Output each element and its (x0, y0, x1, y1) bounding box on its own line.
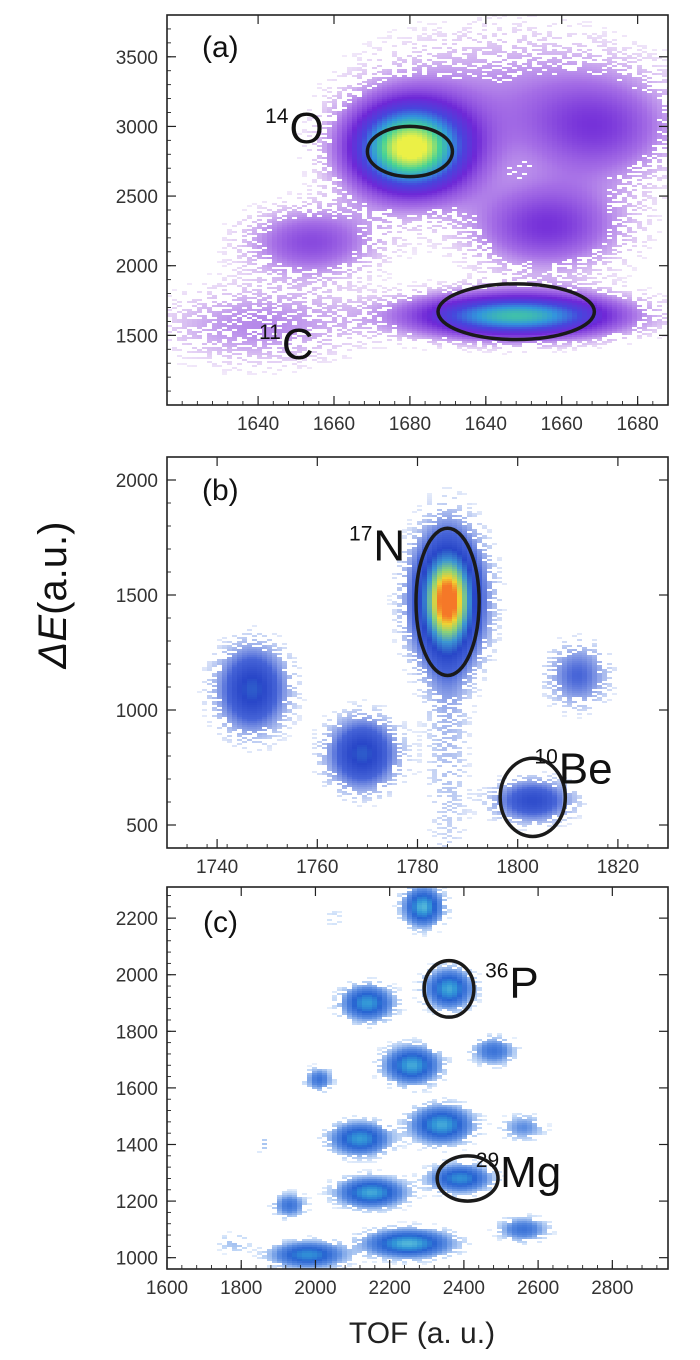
svg-text:ΔE(a.u.): ΔE(a.u.) (31, 522, 75, 670)
y-tick-label: 1600 (116, 1079, 158, 1100)
y-tick-label: 500 (126, 816, 158, 837)
isotope-mass: 10 (534, 746, 557, 769)
panel-b-selections (414, 526, 568, 839)
x-tick-label: 2800 (591, 1278, 633, 1299)
panel-a-heatmap-cells (167, 15, 668, 375)
panel-c-y-axis: 1000 1200 1400 1600 1800 2000 2200 (116, 895, 668, 1270)
y-tick-label: 2200 (116, 909, 158, 930)
y-tick-label: 1400 (116, 1135, 158, 1156)
x-tick-label: 2400 (443, 1278, 485, 1299)
isotope-label-14O: 14 O (265, 104, 324, 153)
panel-c-annotations: 36 P 29 Mg (476, 958, 561, 1197)
panel-c-heatmap (217, 887, 557, 1269)
selection-ellipse-36undefined (422, 958, 476, 1019)
isotope-label-17N: 17 N (349, 522, 405, 571)
panel-b-y-axis: 500 1000 1500 2000 (116, 456, 668, 849)
isotope-label-11C: 11 C (259, 320, 314, 369)
isotope-symbol: Mg (500, 1148, 561, 1197)
y-tick-label: 2000 (116, 471, 158, 492)
panel-c-label: (c) (203, 906, 238, 939)
panel-c-x-axis: 1600 1800 2000 2200 2400 2600 2800 (146, 887, 658, 1299)
selection-ellipse-29undefined (435, 1154, 500, 1203)
selection-ellipse-10undefined (498, 756, 568, 839)
isotope-mass: 29 (476, 1149, 499, 1172)
x-tick-label: 2000 (294, 1278, 336, 1299)
x-tick-label: 1660 (313, 414, 355, 435)
x-tick-label: 1660 (541, 414, 583, 435)
y-tick-label: 2500 (116, 187, 158, 208)
panel-a-y-axis: 1500 2000 2500 3000 3500 (116, 14, 668, 406)
panel-a-heatmap (167, 15, 668, 375)
y-tick-label: 3500 (116, 48, 158, 69)
isotope-mass: 17 (349, 523, 372, 546)
y-tick-label: 1200 (116, 1192, 158, 1213)
panel-b-label: (b) (202, 474, 239, 507)
panel-c-heatmap-cells (217, 887, 557, 1269)
y-tick-label: 1800 (116, 1022, 158, 1043)
x-tick-label: 1680 (616, 414, 658, 435)
x-tick-label: 1640 (465, 414, 507, 435)
x-tick-label: 1760 (296, 857, 338, 878)
panel-b-annotations: 17 N 10 Be (349, 522, 613, 794)
shared-ylabel-symbol: ΔE (31, 614, 75, 670)
selection-ellipse-11undefined (436, 282, 597, 342)
y-tick-label: 1500 (116, 326, 158, 347)
isotope-symbol: O (289, 104, 323, 153)
shared-ylabel-unit: (a.u.) (31, 522, 75, 615)
isotope-symbol: N (373, 522, 405, 571)
selection-ellipse-17undefined (414, 526, 481, 678)
panel-a-selections (365, 124, 597, 342)
y-tick-label: 1000 (116, 701, 158, 722)
panel-a-x-axis: 1640 1660 1680 1640 1660 1680 (166, 15, 669, 435)
y-tick-label: 1000 (116, 1249, 158, 1270)
x-tick-label: 1780 (396, 857, 438, 878)
isotope-symbol: C (282, 320, 314, 369)
isotope-mass: 11 (259, 321, 281, 344)
isotope-label-29Mg: 29 Mg (476, 1148, 561, 1197)
panel-c: 1600 1800 2000 2200 2400 2600 2800 1000 1200 140… (116, 886, 669, 1350)
y-tick-label: 1500 (116, 586, 158, 607)
x-tick-label: 1800 (497, 857, 539, 878)
panel-a-label: (a) (202, 31, 239, 64)
x-tick-label: 1740 (196, 857, 238, 878)
x-tick-label: 1800 (220, 1278, 262, 1299)
x-tick-label: 1600 (146, 1278, 188, 1299)
isotope-label-10Be: 10 Be (534, 745, 612, 794)
panel-b: 1740 1760 1780 1800 1820 500 1000 1500 2000 17 N… (116, 456, 669, 878)
panel-c-frame (166, 886, 669, 1270)
isotope-symbol: P (509, 958, 538, 1007)
x-tick-label: 1680 (389, 414, 431, 435)
x-tick-label: 1640 (237, 414, 279, 435)
y-tick-label: 2000 (116, 257, 158, 278)
panel-c-selections (422, 958, 500, 1203)
panel-a: 1640 1660 1680 1640 1660 1680 1500 2000 2500 300… (116, 14, 669, 435)
isotope-mass: 36 (485, 959, 508, 982)
x-tick-label: 2600 (517, 1278, 559, 1299)
y-tick-label: 2000 (116, 966, 158, 987)
isotope-symbol: Be (559, 745, 613, 794)
panel-b-x-axis: 1740 1760 1780 1800 1820 (166, 457, 669, 878)
panel-a-annotations: 14 O 11 C (259, 104, 324, 369)
y-tick-label: 3000 (116, 117, 158, 138)
x-tick-label: 1820 (597, 857, 639, 878)
selection-ellipse-14undefined (365, 124, 455, 179)
panel-c-xlabel: TOF (a. u.) (349, 1317, 495, 1350)
isotope-label-36P: 36 P (485, 958, 539, 1007)
x-tick-label: 2200 (369, 1278, 411, 1299)
shared-ylabel: ΔE(a.u.) (31, 522, 75, 670)
isotope-mass: 14 (265, 105, 289, 128)
